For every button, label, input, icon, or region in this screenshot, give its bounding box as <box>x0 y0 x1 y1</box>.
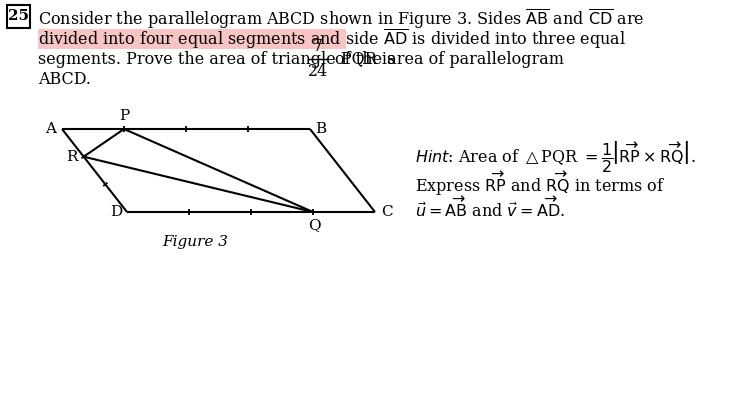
Text: C: C <box>381 205 392 219</box>
Text: $\vec{u} = \overrightarrow{\mathrm{AB}}$ and $\vec{v} = \overrightarrow{\mathrm{: $\vec{u} = \overrightarrow{\mathrm{AB}}$… <box>415 197 565 222</box>
Text: 24: 24 <box>308 63 328 80</box>
Text: segments. Prove the area of triangle PQR is: segments. Prove the area of triangle PQR… <box>38 50 395 67</box>
Text: B: B <box>315 122 327 136</box>
Text: P: P <box>119 109 129 123</box>
Text: Consider the parallelogram ABCD shown in Figure 3. Sides $\overline{\mathrm{AB}}: Consider the parallelogram ABCD shown in… <box>38 7 645 31</box>
Bar <box>38 29 346 49</box>
Text: Q: Q <box>308 218 321 232</box>
Text: ABCD.: ABCD. <box>38 71 91 87</box>
Text: R: R <box>66 150 77 164</box>
Text: D: D <box>110 205 122 219</box>
Text: A: A <box>46 122 56 136</box>
Text: 7: 7 <box>313 38 323 55</box>
Text: 25: 25 <box>8 10 29 23</box>
Text: divided into four equal segments and side $\overline{\mathrm{AD}}$ is divided in: divided into four equal segments and sid… <box>38 27 626 51</box>
Text: Figure 3: Figure 3 <box>162 235 228 249</box>
Text: of the area of parallelogram: of the area of parallelogram <box>335 50 564 67</box>
Text: Express $\overrightarrow{\mathrm{RP}}$ and $\overrightarrow{\mathrm{RQ}}$ in ter: Express $\overrightarrow{\mathrm{RP}}$ a… <box>415 170 665 198</box>
Text: $\mathit{Hint}$: Area of $\triangle$PQR $= \dfrac{1}{2}$$\!\left|\overrightarrow: $\mathit{Hint}$: Area of $\triangle$PQR … <box>415 139 696 175</box>
FancyBboxPatch shape <box>7 5 30 28</box>
